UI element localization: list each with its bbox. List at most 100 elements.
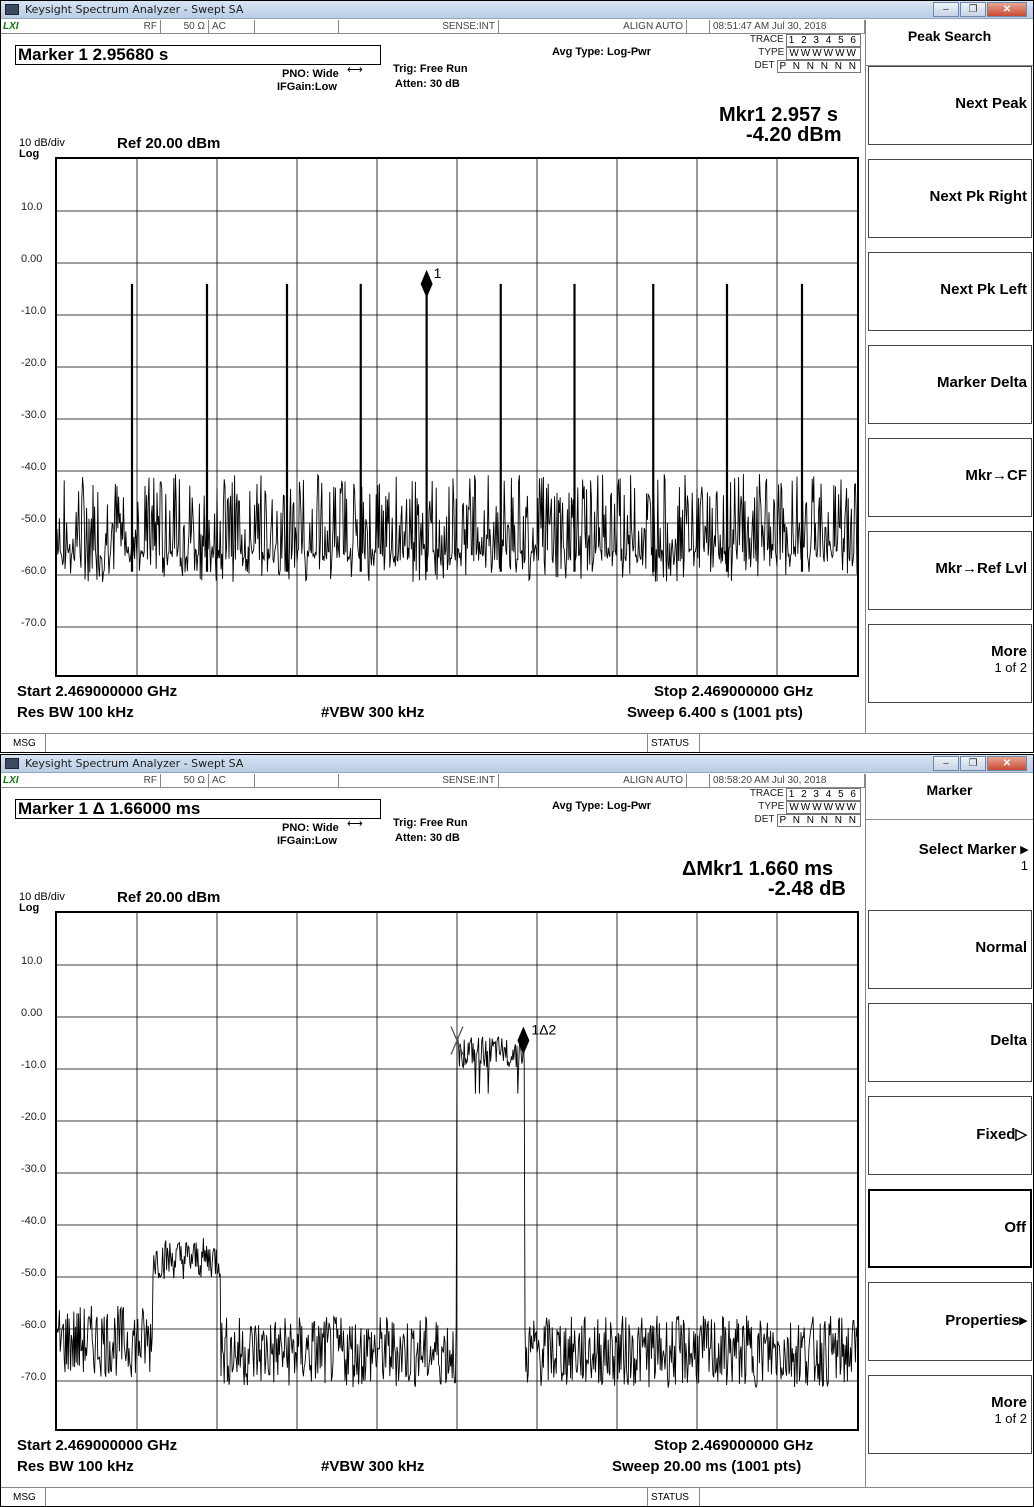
softkey-fixed[interactable]: Fixed▷ — [868, 1096, 1032, 1175]
y-tick-label: -20.0 — [21, 1111, 47, 1123]
minimize-button[interactable]: – — [933, 2, 959, 17]
maximize-button[interactable]: ❐ — [960, 2, 986, 17]
msg-label: MSG — [13, 738, 36, 749]
y-tick-label: -70.0 — [21, 1371, 47, 1383]
stop-freq: Stop 2.469000000 GHz — [654, 1437, 814, 1454]
softkey-next-peak[interactable]: Next Peak — [868, 66, 1032, 145]
rf-input: RF — [61, 20, 161, 33]
sense-status: SENSE:INT — [339, 20, 499, 33]
app-icon — [5, 4, 19, 15]
softkey-panel: Peak Search Next Peak Next Pk Right Next P… — [865, 20, 1033, 733]
sense-status: SENSE:INT — [339, 774, 499, 787]
coupling: AC — [209, 774, 255, 787]
sweep-time: Sweep 6.400 s (1001 pts) — [627, 704, 803, 721]
softkey-marker-delta[interactable]: Marker Delta — [868, 345, 1032, 424]
trace-info: TRACE 1 2 3 4 5 6 TYPE WWWWWW DET P N N N N… — [711, 788, 861, 827]
app-icon — [5, 758, 19, 769]
menu-title: Peak Search — [866, 20, 1033, 66]
status-label: STATUS — [651, 738, 689, 749]
y-tick-label: -60.0 — [21, 1319, 47, 1331]
softkey-next-pk-left[interactable]: Next Pk Left — [868, 252, 1032, 331]
scale-type: Log — [19, 902, 40, 914]
ref-marker-x — [450, 1026, 464, 1055]
y-tick-label: 0.00 — [21, 253, 43, 265]
ref-level: Ref 20.00 dBm — [117, 135, 221, 152]
spectrum-graticule[interactable]: 1 — [55, 157, 859, 677]
marker-label: 1 — [434, 265, 442, 281]
trace-line — [57, 1036, 857, 1388]
vbw: #VBW 300 kHz — [321, 1458, 425, 1475]
minimize-button[interactable]: – — [933, 756, 959, 771]
vbw: #VBW 300 kHz — [321, 704, 425, 721]
y-tick-label: -10.0 — [21, 1059, 47, 1071]
marker-readout-x: ΔMkr1 1.660 ms — [682, 858, 834, 880]
align-status: ALIGN AUTO — [499, 774, 687, 787]
titlebar: Keysight Spectrum Analyzer - Swept SA – … — [1, 1, 1033, 19]
y-tick-label: 10.0 — [21, 955, 43, 967]
stop-freq: Stop 2.469000000 GHz — [654, 683, 814, 700]
msg-label: MSG — [13, 1492, 36, 1503]
y-tick-label: -20.0 — [21, 357, 47, 369]
softkey-mkr-cf[interactable]: Mkr→CF — [868, 438, 1032, 517]
softkey-properties[interactable]: Properties▸ — [868, 1282, 1032, 1361]
softkey-more[interactable]: More 1 of 2 — [868, 624, 1032, 703]
atten-setting: Atten: 30 dB — [395, 78, 460, 90]
y-tick-label: 10.0 — [21, 201, 43, 213]
close-button[interactable]: ✕ — [987, 2, 1027, 17]
scale-per-div: 10 dB/div — [19, 891, 65, 903]
y-tick-label: -40.0 — [21, 1215, 47, 1227]
maximize-button[interactable]: ❐ — [960, 756, 986, 771]
res-bw: Res BW 100 kHz — [17, 1458, 134, 1475]
pno-setting: PNO: Wide — [282, 822, 339, 834]
softkey-off[interactable]: Off — [868, 1189, 1032, 1268]
status-row: LXI RF 50 Ω AC SENSE:INT ALIGN AUTO 08:5… — [1, 20, 865, 34]
select-marker-key[interactable]: Select Marker ▸ 1 — [868, 820, 1032, 910]
marker-readout-x: Mkr1 2.957 s — [719, 104, 838, 126]
close-button[interactable]: ✕ — [987, 756, 1027, 771]
status-label: STATUS — [651, 1492, 689, 1503]
delta-marker-diamond — [517, 1026, 530, 1055]
start-freq: Start 2.469000000 GHz — [17, 683, 178, 700]
scale-type: Log — [19, 148, 40, 160]
trigger-setting: Trig: Free Run — [393, 63, 468, 75]
y-tick-label: 0.00 — [21, 1007, 43, 1019]
start-freq: Start 2.469000000 GHz — [17, 1437, 178, 1454]
avg-type: Avg Type: Log-Pwr — [552, 800, 651, 812]
window-title: Keysight Spectrum Analyzer - Swept SA — [25, 757, 244, 770]
menu-title: Marker — [866, 774, 1033, 820]
softkey-more[interactable]: More 1 of 2 — [868, 1375, 1032, 1454]
softkey-mkr-ref-lvl[interactable]: Mkr→Ref Lvl — [868, 531, 1032, 610]
status-row: LXI RF 50 Ω AC SENSE:INT ALIGN AUTO 08:5… — [1, 774, 865, 788]
res-bw: Res BW 100 kHz — [17, 704, 134, 721]
marker-readout-y: -2.48 dB — [768, 878, 846, 900]
trace-plot: 1 — [57, 159, 857, 675]
spectrum-graticule[interactable]: 1Δ2 — [55, 911, 859, 1431]
datetime: 08:58:20 AM Jul 30, 2018 — [709, 774, 865, 787]
align-status: ALIGN AUTO — [499, 20, 687, 33]
y-tick-label: -10.0 — [21, 305, 47, 317]
avg-type: Avg Type: Log-Pwr — [552, 46, 651, 58]
marker-title: Marker 1 2.95680 s — [15, 45, 381, 65]
impedance: 50 Ω — [161, 774, 209, 787]
y-tick-label: -60.0 — [21, 565, 47, 577]
ref-level: Ref 20.00 dBm — [117, 889, 221, 906]
y-tick-label: -50.0 — [21, 513, 47, 525]
softkey-delta[interactable]: Delta — [868, 1003, 1032, 1082]
y-tick-label: -40.0 — [21, 461, 47, 473]
lxi-logo: LXI — [3, 775, 19, 786]
trace-line — [57, 473, 857, 583]
coupling: AC — [209, 20, 255, 33]
analyzer-window-top: Keysight Spectrum Analyzer - Swept SA – … — [0, 0, 1034, 753]
message-bar: MSG STATUS — [1, 1487, 1033, 1506]
lxi-logo: LXI — [3, 21, 19, 32]
titlebar: Keysight Spectrum Analyzer - Swept SA – … — [1, 755, 1033, 773]
softkey-next-pk-right[interactable]: Next Pk Right — [868, 159, 1032, 238]
impedance: 50 Ω — [161, 20, 209, 33]
pno-arrow-icon: ⟷ — [347, 818, 363, 830]
y-tick-label: -30.0 — [21, 1163, 47, 1175]
rf-input: RF — [61, 774, 161, 787]
marker-label: 1Δ2 — [531, 1021, 556, 1037]
y-tick-label: -30.0 — [21, 409, 47, 421]
y-tick-label: -70.0 — [21, 617, 47, 629]
softkey-normal[interactable]: Normal — [868, 910, 1032, 989]
